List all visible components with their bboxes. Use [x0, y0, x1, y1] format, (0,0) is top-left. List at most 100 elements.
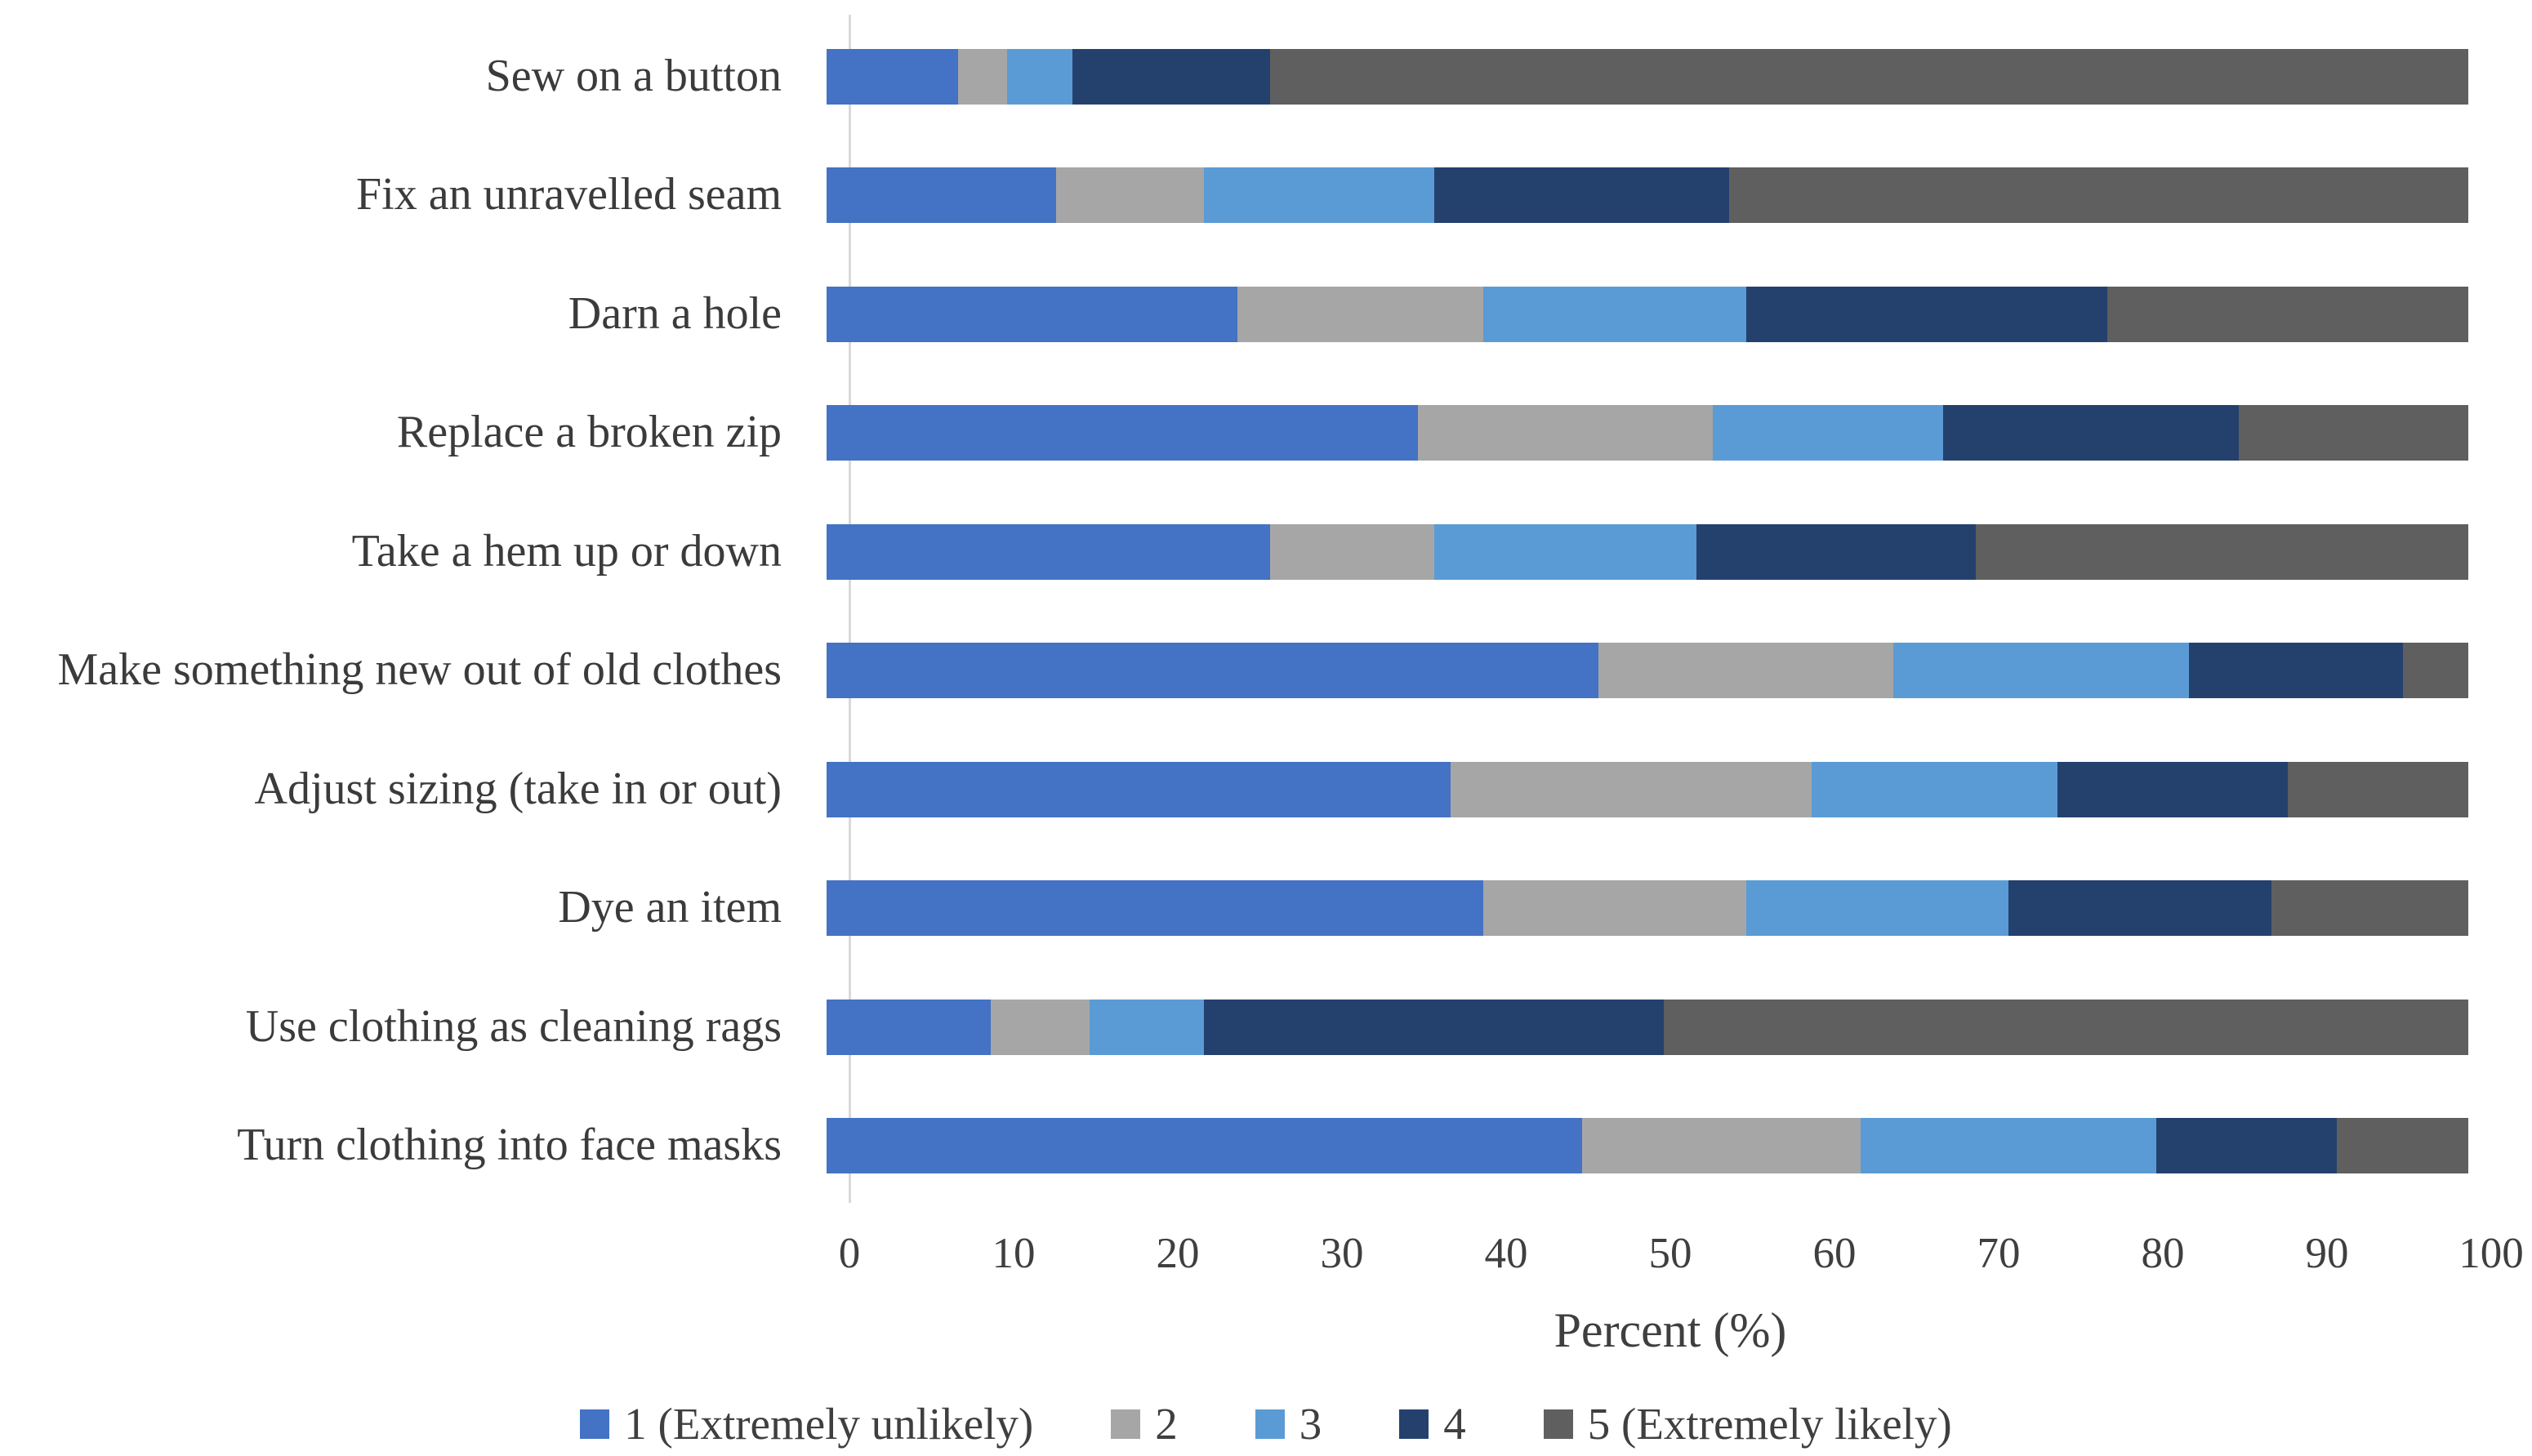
x-tick-label: 60 [1812, 1230, 1857, 1277]
bar-row: Dye an item [0, 849, 2532, 968]
legend-label: 1 (Extremely unlikely) [624, 1399, 1034, 1449]
legend-item: 3 [1255, 1398, 1322, 1449]
bar-segment-5 [2402, 643, 2468, 699]
legend-label: 3 [1299, 1399, 1322, 1449]
bar-row: Make something new out of old clothes [0, 612, 2532, 731]
legend-label: 4 [1443, 1399, 1466, 1449]
category-label: Dye an item [558, 882, 782, 933]
legend-swatch-icon [580, 1409, 610, 1439]
x-tick-label: 30 [1320, 1230, 1364, 1277]
bar-segment-5 [1975, 523, 2468, 580]
bar-segment-1 [827, 523, 1270, 580]
category-label: Sew on a button [485, 50, 782, 101]
bar-segment-4 [2189, 643, 2403, 699]
bar-segment-3 [1007, 48, 1073, 105]
legend-item: 2 [1111, 1398, 1178, 1449]
bar-segment-5 [2271, 880, 2468, 937]
bar-segment-3 [1713, 405, 1943, 461]
x-tick-label: 70 [1977, 1230, 2021, 1277]
category-label: Fix an unravelled seam [356, 169, 782, 220]
bar-segment-2 [1417, 405, 1714, 461]
bar-segment-5 [1269, 48, 2468, 105]
bar-segment-2 [1056, 167, 1205, 224]
x-axis-title: Percent (%) [1554, 1303, 1787, 1357]
bar-segment-1 [827, 761, 1451, 817]
bar-segment-1 [827, 286, 1237, 342]
bar-segment-2 [1598, 643, 1894, 699]
legend-item: 4 [1399, 1398, 1466, 1449]
category-label: Darn a hole [568, 287, 782, 339]
bar-segment-5 [2106, 286, 2468, 342]
x-axis-ticks: 0 10 20 30 40 50 60 70 80 90 100 [839, 1229, 2524, 1278]
bar-track [827, 286, 2468, 342]
legend-swatch-icon [1111, 1409, 1141, 1439]
bar-segment-4 [1072, 48, 1270, 105]
chart-legend: 1 (Extremely unlikely) 2 3 4 5 (Extremely li… [0, 1398, 2532, 1449]
bar-segment-4 [1745, 286, 2107, 342]
x-tick-label: 40 [1484, 1230, 1528, 1277]
bar-track [827, 761, 2468, 817]
category-label: Make something new out of old clothes [57, 644, 782, 696]
bar-segment-3 [1483, 286, 1746, 342]
category-label: Use clothing as cleaning rags [245, 1000, 782, 1052]
bar-segment-1 [827, 405, 1418, 461]
bar-segment-1 [827, 999, 991, 1055]
category-label: Adjust sizing (take in or out) [254, 763, 782, 814]
bar-segment-2 [1450, 761, 1812, 817]
bar-track [827, 643, 2468, 699]
legend-label: 2 [1155, 1399, 1178, 1449]
bar-segment-3 [1893, 643, 2190, 699]
bar-row: Replace a broken zip [0, 374, 2532, 493]
bar-row: Fix an unravelled seam [0, 136, 2532, 256]
bar-row: Turn clothing into face masks [0, 1087, 2532, 1206]
bar-row: Use clothing as cleaning rags [0, 968, 2532, 1087]
bar-row: Take a hem up or down [0, 492, 2532, 612]
bar-segment-2 [1269, 523, 1434, 580]
bar-track [827, 999, 2468, 1055]
bar-segment-4 [1942, 405, 2239, 461]
bar-segment-5 [2238, 405, 2468, 461]
bar-segment-1 [827, 167, 1057, 224]
bar-segment-4 [2156, 1118, 2338, 1174]
bar-segment-4 [1204, 999, 1665, 1055]
bar-segment-1 [827, 1118, 1582, 1174]
category-label: Take a hem up or down [351, 525, 782, 577]
bar-segment-5 [2337, 1118, 2468, 1174]
x-tick-label: 90 [2305, 1230, 2349, 1277]
bar-track [827, 167, 2468, 224]
bar-segment-4 [1433, 167, 1730, 224]
category-label: Turn clothing into face masks [237, 1120, 782, 1171]
x-tick-label: 100 [2458, 1230, 2524, 1277]
bar-row: Adjust sizing (take in or out) [0, 730, 2532, 849]
legend-swatch-icon [1399, 1409, 1429, 1439]
bar-track [827, 880, 2468, 937]
x-tick-label: 50 [1648, 1230, 1692, 1277]
bar-segment-4 [2057, 761, 2288, 817]
bar-segment-1 [827, 48, 958, 105]
bar-segment-4 [1696, 523, 1976, 580]
bar-segment-1 [827, 880, 1483, 937]
bar-track [827, 1118, 2468, 1174]
bar-segment-2 [1483, 880, 1746, 937]
bar-segment-3 [1089, 999, 1205, 1055]
bar-segment-1 [827, 643, 1598, 699]
bar-track [827, 523, 2468, 580]
bar-row: Darn a hole [0, 255, 2532, 374]
bar-segment-5 [1729, 167, 2468, 224]
x-tick-label: 10 [992, 1230, 1036, 1277]
x-tick-label: 0 [838, 1230, 861, 1277]
category-label: Replace a broken zip [396, 407, 782, 458]
x-tick-label: 20 [1156, 1230, 1200, 1277]
legend-swatch-icon [1255, 1409, 1285, 1439]
bar-segment-2 [991, 999, 1090, 1055]
bar-segment-2 [1237, 286, 1483, 342]
bar-segment-3 [1745, 880, 2009, 937]
y-axis-line [849, 15, 851, 1203]
x-tick-label: 80 [2141, 1230, 2185, 1277]
bar-segment-3 [1861, 1118, 2157, 1174]
bar-track [827, 48, 2468, 105]
bar-segment-5 [2287, 761, 2468, 817]
legend-swatch-icon [1543, 1409, 1573, 1439]
bar-segment-2 [957, 48, 1008, 105]
